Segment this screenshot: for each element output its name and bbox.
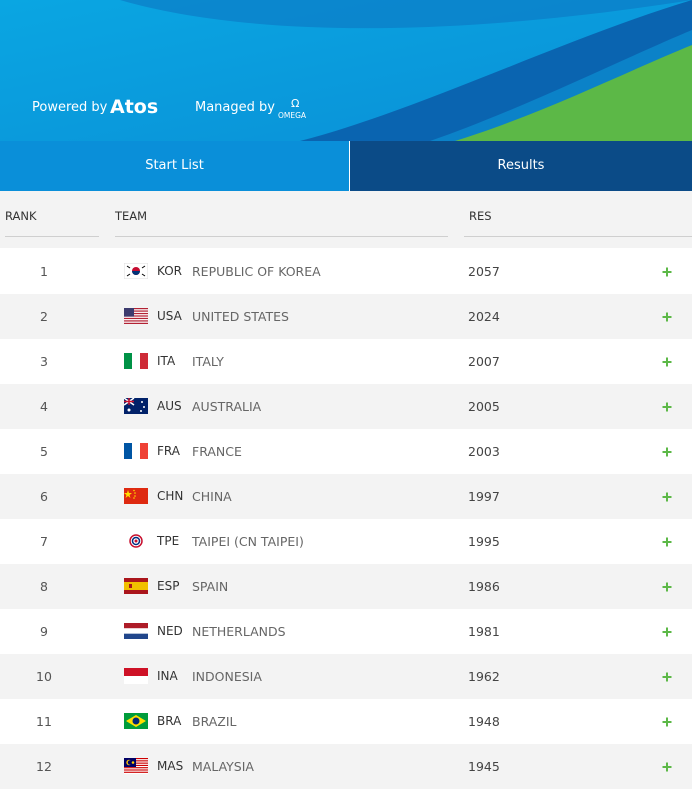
country-name: CHINA bbox=[192, 489, 232, 504]
rank: 6 bbox=[40, 489, 48, 504]
rank: 12 bbox=[36, 759, 52, 774]
rank: 8 bbox=[40, 579, 48, 594]
omega-logo: OMEGA bbox=[278, 111, 307, 120]
country-code: FRA bbox=[157, 444, 180, 458]
column-header: RANK bbox=[5, 209, 99, 237]
result: 2007 bbox=[468, 354, 500, 369]
table-row: 9 NED NETHERLANDS 1981 bbox=[0, 609, 692, 654]
result: 1986 bbox=[468, 579, 500, 594]
rank: 4 bbox=[40, 399, 48, 414]
rank: 2 bbox=[40, 309, 48, 324]
expand-button[interactable] bbox=[661, 671, 673, 683]
country-name: NETHERLANDS bbox=[192, 624, 286, 639]
rank: 11 bbox=[36, 714, 52, 729]
country-code: CHN bbox=[157, 489, 184, 503]
flag-icon bbox=[124, 353, 148, 369]
table-row: 3 ITA ITALY 2007 bbox=[0, 339, 692, 384]
rank: 7 bbox=[40, 534, 48, 549]
country-name: MALAYSIA bbox=[192, 759, 254, 774]
result: 2005 bbox=[468, 399, 500, 414]
expand-button[interactable] bbox=[661, 536, 673, 548]
flag-icon bbox=[124, 713, 148, 729]
table-row: 7 TPE TAIPEI (CN TAIPEI) 1995 bbox=[0, 519, 692, 564]
result: 1945 bbox=[468, 759, 500, 774]
country-name: AUSTRALIA bbox=[192, 399, 262, 414]
country-name: BRAZIL bbox=[192, 714, 237, 729]
country-name: UNITED STATES bbox=[192, 309, 289, 324]
managed-by: Managed by bbox=[195, 100, 275, 115]
country-code: KOR bbox=[157, 264, 182, 278]
expand-button[interactable] bbox=[661, 356, 673, 368]
flag-icon bbox=[124, 443, 148, 459]
table-row: 12 MAS MALAYSIA 1945 bbox=[0, 744, 692, 789]
table-row: 1 KOR REPUBLIC OF KOREA 2057 bbox=[0, 249, 692, 294]
table-row: 11 BRA BRAZIL 1948 bbox=[0, 699, 692, 744]
country-code: TPE bbox=[157, 534, 180, 548]
result: 1997 bbox=[468, 489, 500, 504]
omega-symbol: Ω bbox=[291, 97, 299, 110]
column-header: TEAM bbox=[115, 209, 448, 237]
expand-button[interactable] bbox=[661, 716, 673, 728]
powered-by: Powered by bbox=[32, 100, 108, 115]
rank: 3 bbox=[40, 354, 48, 369]
rank: 9 bbox=[40, 624, 48, 639]
flag-icon bbox=[124, 668, 148, 684]
flag-icon bbox=[124, 758, 148, 774]
expand-button[interactable] bbox=[661, 581, 673, 593]
country-code: NED bbox=[157, 624, 183, 638]
flag-icon bbox=[124, 398, 148, 414]
table-row: 2 USA UNITED STATES 2024 bbox=[0, 294, 692, 339]
expand-button[interactable] bbox=[661, 626, 673, 638]
result: 2003 bbox=[468, 444, 500, 459]
table-header: RANK TEAM RES bbox=[0, 191, 692, 248]
table-row: 10 INA INDONESIA 1962 bbox=[0, 654, 692, 699]
table-row: 6 CHN CHINA 1997 bbox=[0, 474, 692, 519]
country-code: INA bbox=[157, 669, 178, 683]
country-code: AUS bbox=[157, 399, 182, 413]
expand-button[interactable] bbox=[661, 491, 673, 503]
table-row: 4 AUS AUSTRALIA 2005 bbox=[0, 384, 692, 429]
table-row: 5 FRA FRANCE 2003 bbox=[0, 429, 692, 474]
flag-icon bbox=[124, 263, 148, 279]
country-code: BRA bbox=[157, 714, 182, 728]
country-name: FRANCE bbox=[192, 444, 242, 459]
country-code: USA bbox=[157, 309, 182, 323]
expand-button[interactable] bbox=[661, 446, 673, 458]
rank: 1 bbox=[40, 264, 48, 279]
flag-icon bbox=[124, 488, 148, 504]
country-name: TAIPEI (CN TAIPEI) bbox=[192, 534, 304, 549]
flag-icon bbox=[124, 578, 148, 594]
start-list-tab[interactable]: Start List bbox=[0, 141, 349, 191]
result: 2057 bbox=[468, 264, 500, 279]
column-header: RES bbox=[464, 209, 692, 237]
country-name: SPAIN bbox=[192, 579, 229, 594]
result: 1962 bbox=[468, 669, 500, 684]
expand-button[interactable] bbox=[661, 401, 673, 413]
results-table: 1 KOR REPUBLIC OF KOREA 2057 2 USA UNITED STAT… bbox=[0, 249, 692, 789]
country-code: MAS bbox=[157, 759, 184, 773]
flag-icon bbox=[124, 533, 148, 549]
rank: 5 bbox=[40, 444, 48, 459]
rank: 10 bbox=[36, 669, 52, 684]
results-tab[interactable]: Results bbox=[350, 141, 692, 191]
expand-button[interactable] bbox=[661, 311, 673, 323]
flag-icon bbox=[124, 623, 148, 639]
country-name: ITALY bbox=[192, 354, 224, 369]
result: 2024 bbox=[468, 309, 500, 324]
country-name: REPUBLIC OF KOREA bbox=[192, 264, 321, 279]
flag-icon bbox=[124, 308, 148, 324]
table-row: 8 ESP SPAIN 1986 bbox=[0, 564, 692, 609]
result: 1981 bbox=[468, 624, 500, 639]
result: 1995 bbox=[468, 534, 500, 549]
country-code: ESP bbox=[157, 579, 180, 593]
expand-button[interactable] bbox=[661, 761, 673, 773]
result: 1948 bbox=[468, 714, 500, 729]
country-code: ITA bbox=[157, 354, 176, 368]
country-name: INDONESIA bbox=[192, 669, 262, 684]
header-banner: Powered by Atos Managed by Ω OMEGA bbox=[0, 0, 692, 141]
expand-button[interactable] bbox=[661, 266, 673, 278]
atos-logo: Atos bbox=[110, 96, 158, 118]
